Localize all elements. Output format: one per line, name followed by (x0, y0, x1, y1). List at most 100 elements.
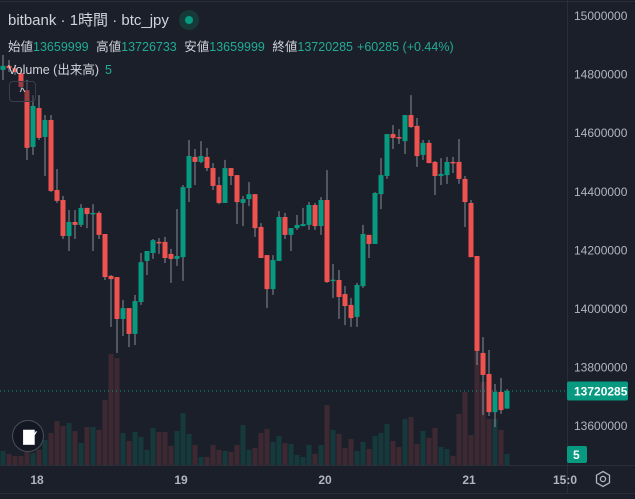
open-value: 13659999 (33, 40, 89, 54)
candle (54, 168, 60, 203)
candle (336, 270, 342, 319)
volume-bar (252, 447, 258, 465)
candle-body (348, 304, 354, 319)
time-tick-label: 20 (318, 473, 332, 487)
volume-bar (384, 423, 390, 465)
volume-bar (462, 391, 468, 465)
candle (114, 277, 120, 353)
candle (498, 377, 504, 414)
volume-bar (372, 435, 378, 465)
volume-bar (264, 429, 270, 465)
candle-body (264, 255, 270, 290)
candle (138, 253, 144, 305)
candle-body (186, 156, 192, 188)
candle-body (72, 221, 78, 225)
candle (312, 202, 318, 230)
candle (504, 389, 510, 409)
price-axis[interactable]: 15000000 14800000 14600000 14400000 14200000… (567, 9, 628, 463)
volume-bar (312, 453, 318, 465)
candle (492, 384, 498, 428)
candle-body (174, 255, 180, 259)
price-tick-label: 14400000 (574, 185, 628, 199)
candle (474, 255, 480, 365)
candle (168, 248, 174, 283)
volume-tag-label: 5 (573, 448, 580, 462)
volume-bar (294, 455, 300, 465)
collapse-legend-button[interactable]: ^ (9, 81, 36, 102)
candle (174, 209, 180, 266)
volume-bar (270, 441, 276, 465)
volume-bar (174, 431, 180, 465)
volume-bar (258, 433, 264, 465)
candle (396, 129, 402, 145)
volume-bar (432, 427, 438, 465)
volume-bar (324, 405, 330, 465)
candle (318, 197, 324, 235)
volume-bar (216, 449, 222, 465)
market-open-status-icon (178, 9, 199, 30)
volume-bar (30, 453, 36, 465)
candle (102, 233, 108, 280)
candle (348, 297, 354, 327)
candle (180, 185, 186, 281)
volume-bar (156, 431, 162, 465)
candle-body (90, 212, 96, 215)
candle (486, 350, 492, 416)
candle (366, 234, 372, 259)
candle (342, 286, 348, 326)
candle-body (126, 308, 132, 334)
volume-bar (114, 357, 120, 465)
volume-bar (144, 449, 150, 465)
volume-bars (0, 351, 510, 465)
candle-body (366, 234, 372, 244)
candle-body (12, 68, 18, 72)
candle-body (312, 204, 318, 227)
candle (420, 139, 426, 160)
candle (378, 158, 384, 210)
volume-bar (300, 457, 306, 465)
chart-title: bitbank · 1時間 · btc_jpy (8, 9, 199, 30)
volume-bar (102, 399, 108, 465)
candle-body (222, 168, 228, 203)
candle (144, 250, 150, 276)
symbol-title[interactable]: bitbank · 1時間 · btc_jpy (8, 12, 169, 29)
candle (18, 69, 24, 91)
candle-body (66, 221, 72, 237)
candle-body (0, 65, 6, 70)
volume-bar (456, 413, 462, 465)
candle-body (60, 200, 66, 237)
candle (282, 212, 288, 239)
volume-bar (132, 431, 138, 465)
volume-bar (72, 431, 78, 465)
volume-bar (42, 439, 48, 465)
candle (294, 214, 300, 230)
candle-body (144, 250, 150, 261)
candle (156, 238, 162, 254)
candle (96, 211, 102, 239)
volume-bar (180, 413, 186, 465)
settings-gear-icon[interactable] (594, 470, 612, 488)
volume-value: 5 (105, 63, 112, 77)
volume-legend[interactable]: Volume (出来高) 5 (8, 59, 112, 78)
candle-body (162, 241, 168, 259)
volume-label: Volume (出来高) (8, 63, 99, 77)
volume-bar (162, 431, 168, 465)
volume-bar (108, 354, 114, 465)
tradingview-logo[interactable]: ▇∕ (12, 420, 44, 452)
candle-body (468, 202, 474, 258)
volume-bar (402, 419, 408, 465)
time-axis[interactable]: 18 19 20 21 15:0 (30, 473, 577, 487)
volume-bar (444, 449, 450, 465)
candle-body (354, 284, 360, 317)
volume-bar (18, 455, 24, 465)
candle-body (282, 216, 288, 235)
candle-body (114, 277, 120, 319)
volume-bar (342, 447, 348, 465)
candle (480, 337, 486, 416)
candle (0, 54, 6, 80)
candle-body (384, 134, 390, 176)
candle-body (192, 156, 198, 162)
current-price-label: 13720285 (574, 384, 628, 398)
candle-body (240, 199, 246, 203)
